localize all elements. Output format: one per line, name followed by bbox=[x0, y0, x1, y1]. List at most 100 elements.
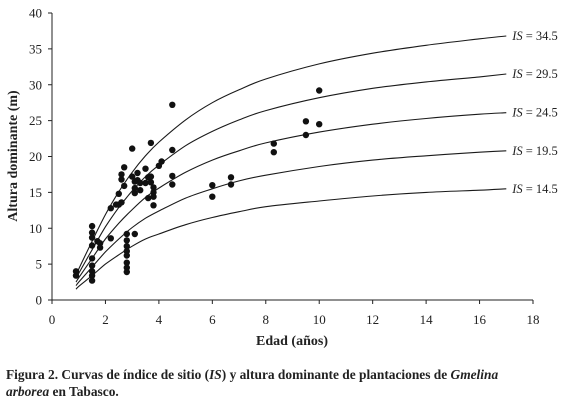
y-tick-label: 35 bbox=[29, 41, 42, 56]
data-point bbox=[88, 255, 96, 262]
x-tick-label: 14 bbox=[420, 312, 434, 327]
data-point bbox=[131, 189, 138, 197]
data-point bbox=[137, 187, 144, 194]
data-point bbox=[123, 237, 130, 244]
data-point bbox=[270, 140, 277, 147]
y-tick-label: 40 bbox=[29, 6, 42, 21]
x-tick-label: 6 bbox=[209, 312, 216, 327]
curve-label-is: IS bbox=[511, 144, 523, 158]
curve-label-value: = 24.5 bbox=[526, 106, 558, 120]
x-tick-label: 4 bbox=[156, 312, 163, 327]
data-point bbox=[107, 235, 115, 242]
axes: 0 2 4 6 8 10 12 14 16 18 0 5 10 15 20 25 30 35 40 bbox=[29, 6, 540, 328]
data-point bbox=[169, 101, 176, 109]
y-axis-title: Altura dominante (m) bbox=[6, 90, 21, 222]
y-tick-label: 10 bbox=[29, 221, 42, 236]
x-tick-label: 18 bbox=[527, 312, 540, 327]
data-point bbox=[147, 139, 155, 147]
data-point bbox=[72, 272, 80, 279]
y-tick-label: 5 bbox=[36, 257, 43, 272]
y-tick-label: 0 bbox=[36, 293, 43, 308]
caption-part-2: ) y altura dominante de plantaciones de bbox=[221, 367, 451, 382]
data-point bbox=[169, 172, 176, 180]
data-point bbox=[96, 244, 104, 251]
data-point bbox=[302, 131, 310, 139]
curve-label: IS = 29.5 bbox=[511, 67, 557, 81]
data-point bbox=[123, 268, 130, 276]
data-point bbox=[88, 222, 96, 230]
caption-part-3: en Tabasco. bbox=[49, 384, 119, 399]
curve-label: IS = 19.5 bbox=[511, 144, 557, 158]
y-tick-label: 20 bbox=[29, 149, 42, 164]
data-point bbox=[129, 173, 136, 180]
data-point bbox=[88, 229, 96, 236]
curve-label-value: = 14.5 bbox=[526, 182, 558, 196]
data-point bbox=[88, 262, 96, 269]
data-point bbox=[115, 190, 123, 197]
site-index-curves bbox=[75, 35, 507, 290]
data-point bbox=[227, 174, 235, 181]
x-tick-label: 8 bbox=[263, 312, 270, 327]
site-index-curve bbox=[75, 188, 507, 290]
data-point bbox=[131, 230, 138, 238]
curve-label: IS = 34.5 bbox=[511, 29, 557, 43]
x-tick-label: 16 bbox=[473, 312, 487, 327]
data-point bbox=[169, 181, 176, 188]
caption-genus: Gmelina bbox=[450, 367, 499, 382]
curve-label: IS = 24.5 bbox=[511, 106, 557, 120]
x-tick-label: 12 bbox=[366, 312, 379, 327]
data-point bbox=[121, 164, 128, 171]
curve-label-value: = 34.5 bbox=[526, 29, 558, 43]
data-point bbox=[142, 179, 149, 187]
data-point bbox=[88, 277, 96, 284]
data-point bbox=[145, 194, 152, 202]
curve-label-is: IS bbox=[511, 29, 523, 43]
x-tick-label: 2 bbox=[102, 312, 109, 327]
data-point bbox=[123, 230, 130, 238]
data-point bbox=[88, 234, 96, 241]
y-tick-label: 15 bbox=[29, 185, 42, 200]
data-point bbox=[150, 184, 157, 191]
curve-label-is: IS bbox=[511, 182, 523, 196]
curve-label-value: = 29.5 bbox=[526, 67, 558, 81]
y-tick-label: 30 bbox=[29, 77, 42, 92]
data-point bbox=[316, 87, 323, 94]
data-point bbox=[121, 182, 128, 190]
caption-is-abbr: IS bbox=[209, 367, 222, 382]
curve-labels: IS = 34.5IS = 29.5IS = 24.5IS = 19.5IS = 14.5 bbox=[511, 29, 557, 196]
data-point bbox=[147, 179, 155, 186]
data-point bbox=[134, 169, 141, 177]
site-index-curve bbox=[75, 150, 507, 286]
x-axis-title: Edad (años) bbox=[256, 334, 328, 349]
data-point bbox=[316, 121, 323, 128]
data-point bbox=[123, 243, 130, 250]
site-index-curve bbox=[75, 112, 507, 283]
site-index-curve bbox=[75, 35, 507, 276]
data-point bbox=[227, 181, 235, 188]
figure-caption: Figura 2. Curvas de índice de sitio (IS)… bbox=[6, 366, 568, 400]
data-point bbox=[142, 165, 149, 172]
data-point bbox=[88, 242, 96, 249]
curve-label-value: = 19.5 bbox=[526, 144, 558, 158]
data-point bbox=[169, 146, 176, 154]
curve-label-is: IS bbox=[511, 67, 523, 81]
data-point bbox=[150, 202, 157, 209]
data-point bbox=[123, 252, 130, 259]
caption-part-1: Figura 2. Curvas de índice de sitio ( bbox=[6, 367, 210, 382]
data-point bbox=[209, 193, 216, 200]
data-point bbox=[209, 182, 216, 189]
caption-species: arborea bbox=[6, 384, 50, 399]
data-point bbox=[270, 149, 277, 156]
data-point bbox=[118, 171, 125, 178]
data-point bbox=[118, 176, 125, 183]
curve-label: IS = 14.5 bbox=[511, 182, 557, 196]
x-tick-label: 0 bbox=[49, 312, 56, 327]
observation-points bbox=[72, 87, 323, 284]
curve-label-is: IS bbox=[511, 106, 523, 120]
data-point bbox=[150, 193, 157, 200]
data-point bbox=[137, 179, 144, 187]
data-point bbox=[88, 272, 96, 279]
data-point bbox=[147, 173, 155, 180]
y-tick-label: 25 bbox=[29, 113, 42, 128]
